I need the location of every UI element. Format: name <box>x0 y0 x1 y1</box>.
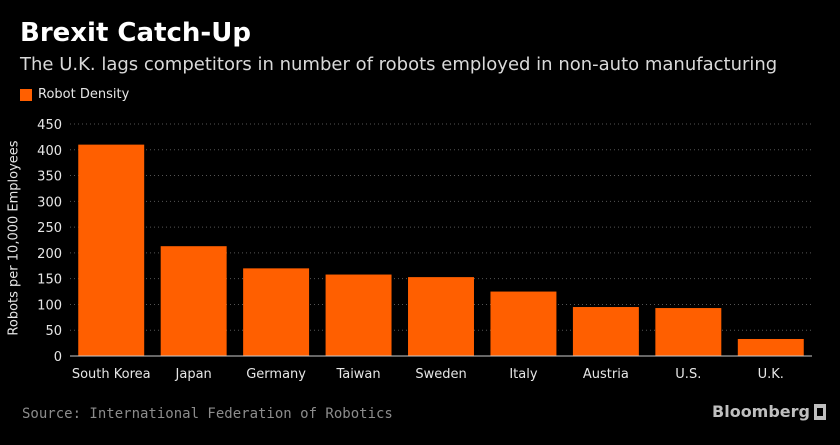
bars <box>78 144 804 356</box>
y-tick-label: 450 <box>37 118 62 133</box>
legend: Robot Density <box>20 87 129 102</box>
x-tick-label: U.S. <box>675 367 701 382</box>
y-tick-label: 50 <box>45 324 62 339</box>
bar-germany <box>243 268 310 356</box>
bar-austria <box>572 307 639 356</box>
source-note: Source: International Federation of Robo… <box>22 406 393 422</box>
x-tick-label: Italy <box>509 367 538 382</box>
bar-sweden <box>408 277 474 356</box>
bar-u-k <box>737 338 804 356</box>
brand-logo: Bloomberg <box>712 402 826 421</box>
y-tick-label: 350 <box>37 170 62 185</box>
y-tick-label: 100 <box>37 298 62 313</box>
y-tick-label: 150 <box>37 273 62 288</box>
bar-u-s <box>655 308 722 356</box>
legend-swatch <box>20 88 32 101</box>
brand-name: Bloomberg <box>712 402 810 421</box>
y-axis-ticks: 0 50 100 150 200 250 300 350 400 450 <box>37 118 62 365</box>
bloomberg-icon <box>814 403 826 420</box>
x-axis-ticks: South Korea Japan Germany Taiwan Sweden Italy… <box>72 367 784 382</box>
y-tick-label: 200 <box>37 247 62 262</box>
x-tick-label: Germany <box>246 367 306 382</box>
x-tick-label: Japan <box>175 367 212 382</box>
y-tick-label: 400 <box>37 144 62 159</box>
bar-japan <box>160 246 227 356</box>
bar-italy <box>490 291 557 356</box>
x-tick-label: Austria <box>583 367 629 382</box>
y-tick-label: 250 <box>37 221 62 236</box>
x-tick-label: Sweden <box>415 367 466 382</box>
legend-label: Robot Density <box>38 87 130 102</box>
y-tick-label: 0 <box>54 350 62 365</box>
chart-title: Brexit Catch-Up <box>20 18 251 48</box>
x-tick-label: Taiwan <box>335 367 380 382</box>
y-tick-label: 300 <box>37 195 62 210</box>
x-tick-label: South Korea <box>72 367 151 382</box>
bar-taiwan <box>325 274 392 356</box>
bar-south-korea <box>78 144 145 356</box>
x-tick-label: U.K. <box>758 367 784 382</box>
chart-subtitle: The U.K. lags competitors in number of r… <box>20 54 778 75</box>
